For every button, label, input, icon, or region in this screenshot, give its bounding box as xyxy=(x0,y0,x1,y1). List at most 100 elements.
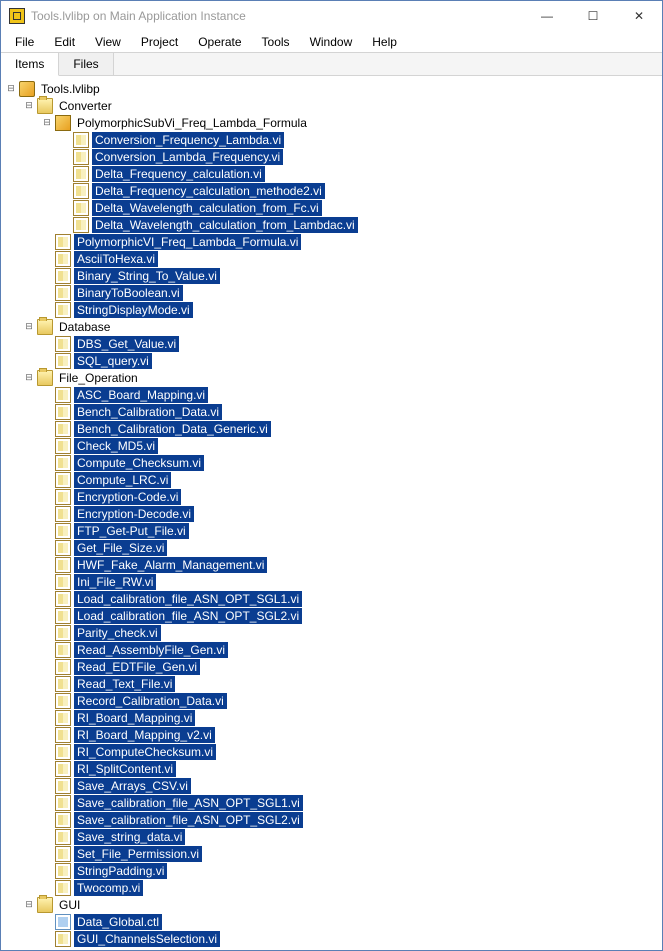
collapse-icon[interactable]: ⊟ xyxy=(23,899,35,911)
tree-node-label[interactable]: Delta_Wavelength_calculation_from_Lambda… xyxy=(92,217,358,233)
tree-node-label[interactable]: Delta_Wavelength_calculation_from_Fc.vi xyxy=(92,200,322,216)
tree-node[interactable]: PolymorphicVI_Freq_Lambda_Formula.vi xyxy=(5,233,662,250)
tree-node-label[interactable]: Twocomp.vi xyxy=(74,880,143,896)
tree-node[interactable]: RI_ComputeChecksum.vi xyxy=(5,743,662,760)
menu-view[interactable]: View xyxy=(85,33,131,51)
tree-node-label[interactable]: Bench_Calibration_Data_Generic.vi xyxy=(74,421,271,437)
tree-node-label[interactable]: Converter xyxy=(56,98,115,114)
minimize-button[interactable]: — xyxy=(524,1,570,31)
tree-node-label[interactable]: Delta_Frequency_calculation_methode2.vi xyxy=(92,183,325,199)
tree-node[interactable]: Set_File_Permission.vi xyxy=(5,845,662,862)
collapse-icon[interactable]: ⊟ xyxy=(5,83,17,95)
tree-node[interactable]: Save_Arrays_CSV.vi xyxy=(5,777,662,794)
tree-node[interactable]: Read_EDTFile_Gen.vi xyxy=(5,658,662,675)
tree-node[interactable]: ⊟Database xyxy=(5,318,662,335)
menu-file[interactable]: File xyxy=(5,33,44,51)
tree-node[interactable]: AsciiToHexa.vi xyxy=(5,250,662,267)
tree-node[interactable]: HWF_Fake_Alarm_Management.vi xyxy=(5,556,662,573)
tree-node[interactable]: StringDisplayMode.vi xyxy=(5,301,662,318)
tree-node-label[interactable]: Compute_Checksum.vi xyxy=(74,455,204,471)
tree-node-label[interactable]: Load_calibration_file_ASN_OPT_SGL2.vi xyxy=(74,608,302,624)
tree-node-label[interactable]: RI_Board_Mapping_v2.vi xyxy=(74,727,215,743)
tree-node-label[interactable]: PolymorphicSubVi_Freq_Lambda_Formula xyxy=(74,115,310,131)
tree-node-label[interactable]: Check_MD5.vi xyxy=(74,438,158,454)
tree-node[interactable]: Conversion_Frequency_Lambda.vi xyxy=(5,131,662,148)
tree-node[interactable]: Save_calibration_file_ASN_OPT_SGL1.vi xyxy=(5,794,662,811)
tree-node[interactable]: DBS_Get_Value.vi xyxy=(5,335,662,352)
tree-node-label[interactable]: File_Operation xyxy=(56,370,141,386)
tree-node[interactable]: Delta_Wavelength_calculation_from_Lambda… xyxy=(5,216,662,233)
collapse-icon[interactable]: ⊟ xyxy=(41,117,53,129)
tree-node[interactable]: Binary_String_To_Value.vi xyxy=(5,267,662,284)
tree-node[interactable]: Compute_LRC.vi xyxy=(5,471,662,488)
tree-node[interactable]: Data_Global.ctl xyxy=(5,913,662,930)
tree-node[interactable]: FTP_Get-Put_File.vi xyxy=(5,522,662,539)
tree-node-label[interactable]: Ini_File_RW.vi xyxy=(74,574,156,590)
tree-node-label[interactable]: Encryption-Code.vi xyxy=(74,489,181,505)
menu-help[interactable]: Help xyxy=(362,33,407,51)
tree-node[interactable]: GUI_ChannelsSelection.vi xyxy=(5,930,662,947)
tree-node[interactable]: RI_Board_Mapping_v2.vi xyxy=(5,726,662,743)
tree-node[interactable]: ⊟File_Operation xyxy=(5,369,662,386)
close-button[interactable]: ✕ xyxy=(616,1,662,31)
tree-node[interactable]: RI_Board_Mapping.vi xyxy=(5,709,662,726)
tree-node-label[interactable]: Bench_Calibration_Data.vi xyxy=(74,404,222,420)
tree-node-label[interactable]: GUI xyxy=(56,897,83,913)
tree-node-label[interactable]: Compute_LRC.vi xyxy=(74,472,171,488)
tree-node[interactable]: Delta_Frequency_calculation_methode2.vi xyxy=(5,182,662,199)
maximize-button[interactable]: ☐ xyxy=(570,1,616,31)
tree-node[interactable]: RI_SplitContent.vi xyxy=(5,760,662,777)
tree-node[interactable]: Delta_Wavelength_calculation_from_Fc.vi xyxy=(5,199,662,216)
tree-node-label[interactable]: Database xyxy=(56,319,113,335)
tree-node-label[interactable]: Read_AssemblyFile_Gen.vi xyxy=(74,642,228,658)
tree-node-label[interactable]: Tools.lvlibp xyxy=(38,81,103,97)
tree-node-label[interactable]: AsciiToHexa.vi xyxy=(74,251,158,267)
menu-operate[interactable]: Operate xyxy=(188,33,251,51)
tree-node-label[interactable]: Delta_Frequency_calculation.vi xyxy=(92,166,265,182)
tree-node-label[interactable]: Data_Global.ctl xyxy=(74,914,162,930)
tree-node-label[interactable]: Read_EDTFile_Gen.vi xyxy=(74,659,200,675)
tree-node[interactable]: SQL_query.vi xyxy=(5,352,662,369)
tree-node-label[interactable]: FTP_Get-Put_File.vi xyxy=(74,523,189,539)
tree-node[interactable]: Load_calibration_file_ASN_OPT_SGL1.vi xyxy=(5,590,662,607)
project-tree[interactable]: ⊟Tools.lvlibp⊟Converter⊟PolymorphicSubVi… xyxy=(1,76,662,950)
collapse-icon[interactable]: ⊟ xyxy=(23,100,35,112)
tree-node[interactable]: Conversion_Lambda_Frequency.vi xyxy=(5,148,662,165)
tree-node[interactable]: Record_Calibration_Data.vi xyxy=(5,692,662,709)
tree-node[interactable]: ASC_Board_Mapping.vi xyxy=(5,386,662,403)
tree-node[interactable]: ⊟ Tools.lvlibp xyxy=(5,80,662,97)
menu-edit[interactable]: Edit xyxy=(44,33,85,51)
tree-node-label[interactable]: Save_calibration_file_ASN_OPT_SGL2.vi xyxy=(74,812,303,828)
tree-node[interactable]: Save_calibration_file_ASN_OPT_SGL2.vi xyxy=(5,811,662,828)
tree-node-label[interactable]: Save_calibration_file_ASN_OPT_SGL1.vi xyxy=(74,795,303,811)
tab-items[interactable]: Items xyxy=(1,53,59,76)
tree-node-label[interactable]: SQL_query.vi xyxy=(74,353,152,369)
tree-node-label[interactable]: RI_SplitContent.vi xyxy=(74,761,176,777)
tree-node[interactable]: Encryption-Code.vi xyxy=(5,488,662,505)
tree-node[interactable]: Read_Text_File.vi xyxy=(5,675,662,692)
tree-node-label[interactable]: BinaryToBoolean.vi xyxy=(74,285,183,301)
tree-node-label[interactable]: DBS_Get_Value.vi xyxy=(74,336,179,352)
tree-node-label[interactable]: Read_Text_File.vi xyxy=(74,676,175,692)
tree-node[interactable]: Parity_check.vi xyxy=(5,624,662,641)
tree-node-label[interactable]: Save_string_data.vi xyxy=(74,829,185,845)
tree-node-label[interactable]: GUI_ChannelsSelection.vi xyxy=(74,931,220,947)
tree-node-label[interactable]: RI_Board_Mapping.vi xyxy=(74,710,195,726)
tree-node-label[interactable]: Record_Calibration_Data.vi xyxy=(74,693,227,709)
tree-node[interactable]: Delta_Frequency_calculation.vi xyxy=(5,165,662,182)
tree-node[interactable]: Compute_Checksum.vi xyxy=(5,454,662,471)
tree-node[interactable]: StringPadding.vi xyxy=(5,862,662,879)
tree-node[interactable]: Get_File_Size.vi xyxy=(5,539,662,556)
tree-node-label[interactable]: StringDisplayMode.vi xyxy=(74,302,193,318)
tree-node-label[interactable]: Encryption-Decode.vi xyxy=(74,506,194,522)
tree-node-label[interactable]: PolymorphicVI_Freq_Lambda_Formula.vi xyxy=(74,234,301,250)
tree-node-label[interactable]: Parity_check.vi xyxy=(74,625,161,641)
tree-node[interactable]: ⊟ GUI xyxy=(5,896,662,913)
tree-node[interactable]: ⊟ Converter xyxy=(5,97,662,114)
tree-node[interactable]: Save_string_data.vi xyxy=(5,828,662,845)
tree-node-label[interactable]: Binary_String_To_Value.vi xyxy=(74,268,220,284)
tree-node[interactable]: BinaryToBoolean.vi xyxy=(5,284,662,301)
tree-node[interactable]: ⊟ PolymorphicSubVi_Freq_Lambda_Formula xyxy=(5,114,662,131)
menu-project[interactable]: Project xyxy=(131,33,188,51)
tree-node[interactable]: Encryption-Decode.vi xyxy=(5,505,662,522)
